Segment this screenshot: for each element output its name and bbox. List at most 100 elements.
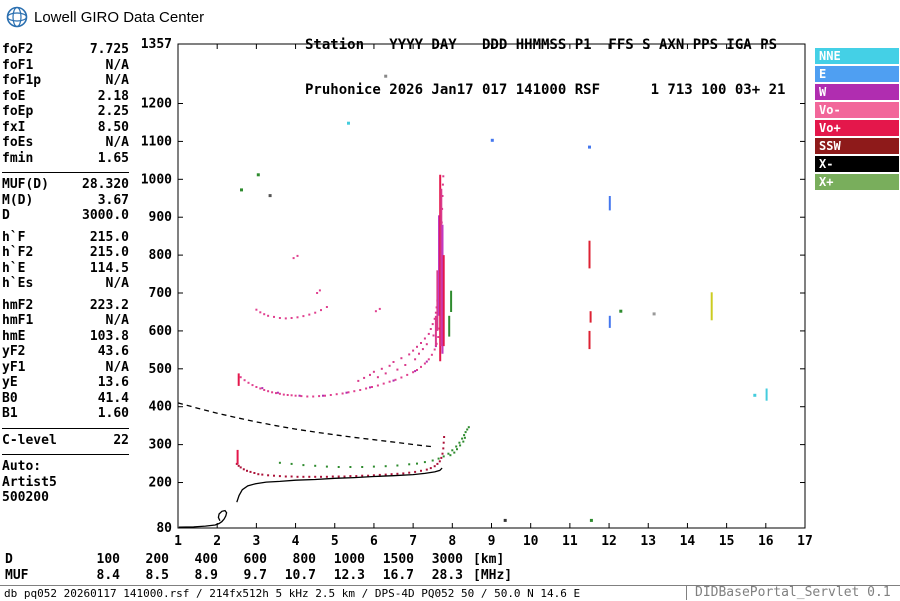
parameter-label: B1	[2, 406, 18, 421]
parameter-value: N/A	[105, 135, 129, 150]
svg-text:1000: 1000	[141, 172, 172, 187]
parameter-row-foe: foE 2.18	[2, 89, 129, 105]
parameter-row-b0: B0 41.4	[2, 391, 129, 407]
parameter-value: 215.0	[89, 229, 129, 245]
parameter-label: yF1	[2, 359, 26, 375]
parameter-row-c-level: C-level 22	[2, 433, 129, 449]
svg-text:500: 500	[149, 362, 173, 377]
svg-text:400: 400	[149, 400, 173, 415]
parameter-row-yf2: yF2 43.6	[2, 344, 129, 360]
parameter-label: h`E	[2, 260, 26, 276]
spread-echo-segments	[236, 174, 768, 465]
parameter-row-yf1: yF1 N/A	[2, 360, 129, 376]
parameter-row-hme: hmE 103.8	[2, 329, 129, 345]
parameter-label: h`F	[2, 229, 26, 245]
series-true-height-profile-f	[236, 467, 443, 503]
svg-text:5: 5	[331, 534, 339, 549]
parameter-row-h-f: h`F 215.0	[2, 230, 129, 246]
parameter-row-b1: B1 1.60	[2, 406, 129, 422]
svg-text:16: 16	[758, 534, 774, 549]
d-row: D 100 200 400 600 800 1000 1500 3000 [km]	[5, 552, 512, 568]
svg-text:17: 17	[797, 534, 813, 549]
unit-label: [MHz]	[473, 568, 513, 583]
parameter-label: foEp	[2, 104, 34, 119]
parameter-value: 3.67	[97, 192, 129, 208]
svg-text:700: 700	[149, 286, 173, 301]
parameter-label: 500200	[2, 490, 49, 505]
distance-muf-table: D 100 200 400 600 800 1000 1500 3000 [km] MUF 8.4 8.…	[5, 552, 512, 584]
parameter-label: hmE	[2, 328, 26, 344]
giro-logo-icon	[6, 6, 28, 28]
table-cell: 200	[145, 552, 169, 567]
unit-label: [km]	[473, 552, 505, 567]
parameter-group: foF2 7.725 foF1 N/A foF1p N/A foE 2.18 foEp 2.25 f…	[2, 42, 129, 166]
row-label: D	[5, 552, 13, 567]
brand: Lowell GIRO Data Center	[6, 6, 204, 28]
legend-item-vo: Vo-	[815, 102, 899, 118]
parameter-label: hmF1	[2, 313, 34, 328]
parameter-row-artist5: Artist5	[2, 475, 129, 491]
parameter-row-h-es: h`Es N/A	[2, 276, 129, 292]
svg-text:1100: 1100	[141, 134, 172, 149]
echo-direction-legend: NNE E W Vo- Vo+ SSW X- X+	[815, 48, 899, 192]
svg-text:800: 800	[149, 248, 173, 263]
parameter-row-hmf1: hmF1 N/A	[2, 313, 129, 329]
svg-text:13: 13	[640, 534, 656, 549]
table-cell: 28.3	[431, 568, 463, 583]
series-f2-xtrace	[278, 426, 470, 468]
parameter-row-fof1p: foF1p N/A	[2, 73, 129, 89]
parameter-row-fof1: foF1 N/A	[2, 58, 129, 74]
divider	[2, 427, 129, 429]
svg-text:15: 15	[719, 534, 735, 549]
station-header: Station YYYY DAY DDD HHMMSS P1 FFS S AXN…	[305, 8, 785, 113]
svg-text:9: 9	[488, 534, 496, 549]
parameter-label: h`Es	[2, 276, 34, 291]
parameter-row-muf-d-: MUF(D) 28.320	[2, 177, 129, 193]
parameter-row-fxi: fxI 8.50	[2, 120, 129, 136]
parameter-label: foEs	[2, 135, 34, 150]
parameter-row-foep: foEp 2.25	[2, 104, 129, 120]
svg-text:1200: 1200	[141, 97, 172, 112]
parameter-row-h-e: h`E 114.5	[2, 261, 129, 277]
parameter-value: N/A	[105, 359, 129, 375]
parameter-label: fmin	[2, 150, 34, 166]
svg-text:7: 7	[409, 534, 417, 549]
parameter-group: C-level 22	[2, 433, 129, 449]
svg-text:2: 2	[213, 534, 221, 549]
parameter-label: foF2	[2, 42, 34, 57]
parameter-row-h-f2: h`F2 215.0	[2, 245, 129, 261]
table-cell: 3000	[431, 552, 463, 567]
legend-item-x: X+	[815, 174, 899, 190]
parameter-label: MUF(D)	[2, 177, 49, 192]
parameter-value: 13.6	[97, 375, 129, 390]
svg-text:6: 6	[370, 534, 378, 549]
parameter-row-500200: 500200	[2, 490, 129, 506]
status-bar: db pq052 20260117 141000.rsf / 214fx512h…	[0, 585, 900, 601]
parameter-label: yE	[2, 375, 18, 390]
station-header-values: Pruhonice 2026 Jan17 017 141000 RSF 1 71…	[305, 82, 786, 98]
table-cell: 100	[96, 552, 120, 567]
parameter-value: 1.65	[97, 150, 129, 166]
svg-text:200: 200	[149, 476, 173, 491]
parameter-label: yF2	[2, 344, 26, 359]
parameter-group: MUF(D) 28.320 M(D) 3.67 D 3000.0	[2, 177, 129, 224]
table-cell: 800	[292, 552, 316, 567]
parameter-label: foF1	[2, 57, 34, 73]
parameter-value: 8.50	[97, 119, 129, 135]
svg-text:900: 900	[149, 210, 173, 225]
parameter-value: 22	[113, 432, 129, 448]
table-cell: 9.7	[243, 568, 267, 583]
parameter-value: 43.6	[97, 344, 129, 359]
parameter-value: 28.320	[82, 177, 129, 192]
parameter-label: Auto:	[2, 459, 42, 474]
table-cell: 10.7	[284, 568, 316, 583]
legend-item-vo: Vo+	[815, 120, 899, 136]
parameter-row-m-d-: M(D) 3.67	[2, 193, 129, 209]
svg-text:3: 3	[252, 534, 260, 549]
svg-text:10: 10	[523, 534, 539, 549]
legend-item-e: E	[815, 66, 899, 82]
parameter-row-ye: yE 13.6	[2, 375, 129, 391]
parameter-row-fof2: foF2 7.725	[2, 42, 129, 58]
parameter-label: D	[2, 208, 10, 223]
svg-text:1357: 1357	[141, 37, 172, 52]
